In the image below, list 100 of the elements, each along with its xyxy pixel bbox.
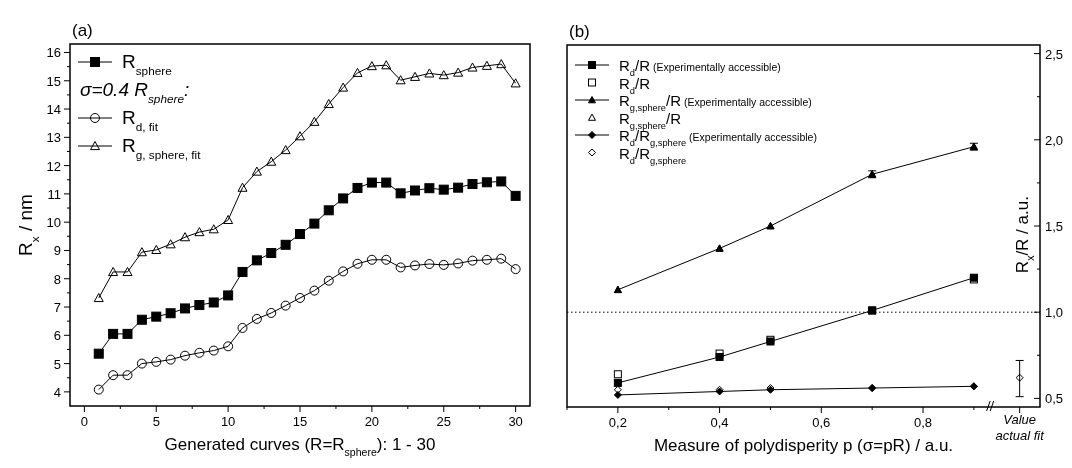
point [496, 253, 507, 264]
point [496, 176, 507, 187]
point [381, 254, 392, 265]
point [266, 307, 277, 318]
point [237, 322, 248, 333]
y-tick-label: 5 [53, 356, 61, 372]
point [237, 266, 248, 277]
point [223, 341, 234, 352]
point [323, 275, 334, 286]
point [323, 98, 334, 109]
point [613, 370, 622, 379]
point [438, 259, 449, 270]
point [180, 232, 190, 242]
y-tick-label: 8 [53, 271, 61, 287]
point [410, 185, 420, 196]
x-tick-label: Value actual fit [995, 412, 1046, 443]
x-tick-label: 5 [152, 414, 160, 429]
point [208, 345, 219, 356]
point [194, 347, 205, 358]
y-tick-label: 15 [46, 73, 61, 89]
point [715, 353, 724, 362]
point [108, 328, 119, 339]
point [151, 244, 162, 254]
point [510, 264, 521, 275]
x-tick-label: 20 [364, 414, 380, 429]
chart-title: (a) [72, 21, 93, 40]
point [223, 290, 234, 301]
point [194, 227, 205, 237]
point [295, 131, 305, 141]
x-tick-label: 30 [508, 414, 523, 429]
y-tick-label: 6 [53, 328, 61, 344]
point [438, 70, 449, 80]
point [613, 390, 622, 399]
point [381, 60, 392, 70]
point [295, 229, 305, 240]
point [136, 358, 147, 369]
point [352, 258, 363, 269]
y-tick-label: 10 [46, 215, 61, 231]
point [122, 328, 133, 339]
point [266, 248, 277, 258]
point [395, 262, 406, 273]
point [93, 384, 104, 395]
point [93, 348, 104, 359]
point [194, 300, 205, 311]
point [481, 254, 492, 265]
legend-label: R$_{d, fit}$ [122, 107, 159, 133]
point [280, 300, 291, 311]
x-tick-label: 10 [220, 414, 236, 429]
point [266, 156, 277, 166]
y2-tick-label: 2,5 [1045, 46, 1064, 62]
y-tick-label: 16 [46, 45, 61, 61]
point [251, 166, 262, 176]
point [208, 224, 219, 234]
y2-tick-label: 0,5 [1045, 391, 1064, 407]
point [165, 308, 176, 319]
point [453, 182, 464, 193]
y-tick-label: 11 [47, 186, 61, 202]
x-axis-title: Measure of polydisperity p (σ=pR) / a.u. [653, 436, 954, 455]
point [338, 193, 349, 204]
point [295, 292, 305, 303]
point [309, 116, 320, 126]
point [122, 266, 133, 277]
point [251, 255, 262, 266]
point [208, 297, 219, 308]
point [467, 62, 478, 72]
legend-label: R$_{sphere}$ [122, 51, 173, 77]
x-tick-label: 0 [80, 414, 88, 429]
point [381, 177, 392, 188]
point [613, 378, 622, 387]
point [510, 78, 521, 88]
point [165, 354, 176, 365]
point [496, 59, 507, 69]
point [424, 183, 435, 194]
point [453, 258, 464, 269]
point [366, 61, 377, 71]
x-axis-title: Generated curves (R=R$_{sphere}$): 1 - 30 [164, 435, 436, 458]
point [108, 370, 119, 381]
point [237, 182, 248, 192]
x-tick-label: 15 [292, 414, 308, 429]
point [352, 67, 363, 77]
point [467, 178, 478, 189]
x-tick-label: 0,2 [608, 415, 627, 430]
point [122, 370, 133, 381]
point [453, 67, 464, 77]
y2-tick-label: 1,5 [1045, 219, 1064, 234]
point [280, 145, 291, 155]
point [395, 75, 406, 85]
point [165, 239, 176, 249]
y-tick-label: 9 [53, 243, 61, 259]
point [151, 311, 162, 322]
point [338, 266, 349, 277]
point [280, 239, 291, 250]
x-tick-label: 0,8 [913, 415, 933, 430]
point [151, 356, 162, 367]
point [352, 182, 363, 193]
legend-label: R$_{g, sphere, fit}$ [122, 135, 202, 161]
point [481, 60, 492, 70]
chart-title: (b) [569, 22, 590, 41]
point [366, 254, 377, 265]
annotation: σ=0.4 R$_{sphere}$: [80, 79, 190, 105]
